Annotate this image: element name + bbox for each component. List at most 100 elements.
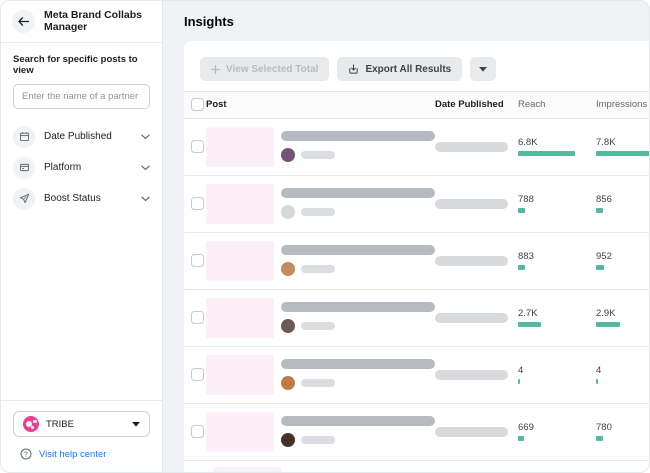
row-checkbox[interactable] xyxy=(190,254,204,268)
back-arrow-icon xyxy=(18,16,29,26)
author-name-placeholder xyxy=(301,436,335,445)
filter-label: Platform xyxy=(44,162,82,174)
filter-platform[interactable]: Platform xyxy=(13,152,150,183)
help-center-link[interactable]: ? Visit help center xyxy=(13,437,150,462)
impressions-metric: 4 xyxy=(596,364,649,385)
select-all-checkbox[interactable] xyxy=(190,98,204,112)
row-checkbox[interactable] xyxy=(190,425,204,439)
help-center-label: Visit help center xyxy=(39,448,107,460)
reach-bar xyxy=(518,379,520,385)
post-thumbnail-placeholder xyxy=(206,354,274,395)
date-placeholder xyxy=(435,141,508,152)
chevron-down-icon xyxy=(141,134,150,140)
author-name-placeholder xyxy=(301,265,335,274)
date-placeholder xyxy=(435,426,508,437)
workspace-selector[interactable]: TRIBE xyxy=(13,411,150,437)
workspace-name: TRIBE xyxy=(46,418,74,430)
reach-bar xyxy=(518,208,525,214)
sidebar-footer: TRIBE ? Visit help center xyxy=(1,400,162,472)
post-title-placeholder xyxy=(281,188,435,199)
post-cell[interactable] xyxy=(206,354,435,395)
filter-list: Date Published Platform Boost Status xyxy=(1,113,162,222)
impressions-metric: 7.8K xyxy=(596,136,649,157)
platform-icon xyxy=(13,156,35,179)
date-placeholder xyxy=(435,369,508,380)
row-checkbox[interactable] xyxy=(190,140,204,154)
row-checkbox[interactable] xyxy=(190,368,204,382)
impressions-bar xyxy=(596,379,598,385)
chevron-down-icon xyxy=(141,165,150,171)
column-header-date-published: Date Published xyxy=(435,99,504,111)
post-title-placeholder xyxy=(281,245,435,256)
date-placeholder xyxy=(435,312,508,323)
impressions-metric: 780 xyxy=(596,422,649,442)
post-cell[interactable] xyxy=(206,297,435,338)
reach-value: 788 xyxy=(518,193,534,205)
reach-value: 669 xyxy=(518,421,534,433)
page-title: Insights xyxy=(184,14,234,29)
impressions-bar xyxy=(596,322,620,328)
table-row: 2.7K 2.9K xyxy=(184,290,649,347)
main-area: Insights View Selected Total Export All … xyxy=(163,1,649,472)
filter-label: Boost Status xyxy=(44,193,101,205)
post-title-placeholder xyxy=(281,359,435,370)
sidebar: Meta Brand Collabs Manager Search for sp… xyxy=(1,1,163,472)
impressions-bar xyxy=(596,208,603,214)
impressions-value: 2.9K xyxy=(596,307,616,319)
column-header-impressions: Impressions xyxy=(596,99,648,111)
avatar xyxy=(281,262,295,277)
svg-text:?: ? xyxy=(24,451,28,458)
boost-rocket-icon xyxy=(13,187,35,210)
author-name-placeholder xyxy=(301,379,335,388)
reach-bar xyxy=(518,322,541,328)
table-row: 4 4 xyxy=(184,347,649,404)
post-cell[interactable] xyxy=(206,126,435,167)
sidebar-header: Meta Brand Collabs Manager xyxy=(1,1,162,44)
reach-metric: 788 xyxy=(518,193,596,214)
column-header-post: Post xyxy=(206,99,227,111)
row-checkbox[interactable] xyxy=(190,311,204,325)
post-cell[interactable] xyxy=(206,240,435,281)
insights-card: View Selected Total Export All Results P… xyxy=(184,41,649,472)
row-checkbox[interactable] xyxy=(190,197,204,211)
toolbar: View Selected Total Export All Results xyxy=(184,41,649,91)
reach-metric: 883 xyxy=(518,250,596,271)
post-cell[interactable] xyxy=(206,183,435,224)
export-all-results-label: Export All Results xyxy=(365,63,452,75)
post-title-placeholder xyxy=(281,416,435,427)
avatar xyxy=(281,205,295,220)
table-row: 6.8K 7.8K xyxy=(184,119,649,176)
post-thumbnail-placeholder xyxy=(206,240,274,281)
reach-bar xyxy=(518,151,575,157)
calendar-icon xyxy=(13,125,35,148)
table-body: 6.8K 7.8K 788 856 xyxy=(184,119,649,461)
filter-label: Date Published xyxy=(44,131,112,143)
export-icon xyxy=(348,63,359,75)
post-thumbnail-placeholder xyxy=(206,183,274,224)
table-header: Post Date Published Reach Impressions xyxy=(184,91,649,119)
post-cell[interactable] xyxy=(206,411,435,452)
plus-icon xyxy=(211,64,220,74)
table-row: 788 856 xyxy=(184,176,649,233)
impressions-value: 856 xyxy=(596,193,612,205)
date-placeholder xyxy=(435,198,508,209)
reach-bar xyxy=(518,436,524,442)
impressions-value: 4 xyxy=(596,364,602,376)
export-options-dropdown-button[interactable] xyxy=(470,57,497,81)
filter-date-published[interactable]: Date Published xyxy=(13,121,150,152)
reach-value: 883 xyxy=(518,250,534,262)
export-all-results-button[interactable]: Export All Results xyxy=(337,57,463,81)
column-header-reach: Reach xyxy=(518,99,546,111)
back-button[interactable] xyxy=(12,9,35,33)
impressions-value: 7.8K xyxy=(596,136,616,148)
search-section: Search for specific posts to view xyxy=(1,43,162,113)
partner-search-input[interactable] xyxy=(13,84,150,110)
author-name-placeholder xyxy=(301,322,335,331)
question-mark-icon: ? xyxy=(20,448,32,460)
date-placeholder xyxy=(435,255,508,266)
reach-metric: 2.7K xyxy=(518,308,596,328)
app-title: Meta Brand Collabs Manager xyxy=(44,9,143,34)
post-title-placeholder xyxy=(281,302,435,313)
view-selected-total-button[interactable]: View Selected Total xyxy=(200,57,330,81)
filter-boost-status[interactable]: Boost Status xyxy=(13,183,150,214)
